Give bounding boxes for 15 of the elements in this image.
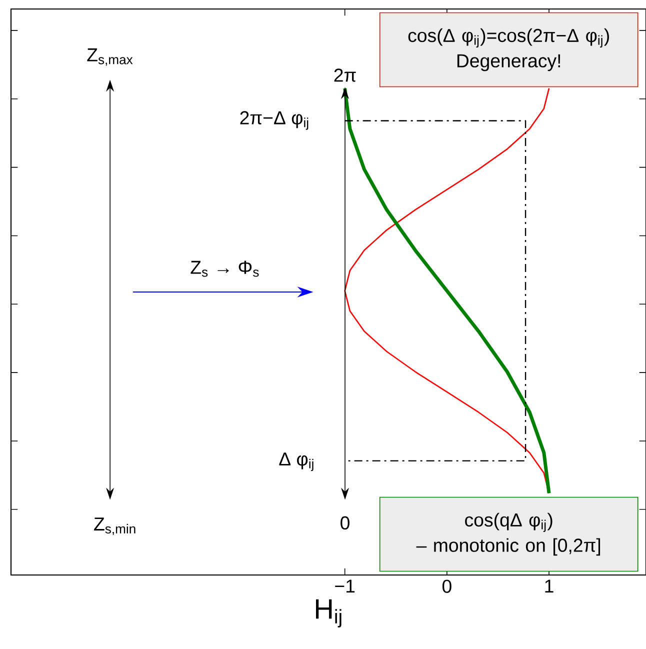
text: 0 [340,516,350,530]
x-tick-label: −1 [335,580,355,593]
x-axis-title: H$_{ij}$ [316,599,342,628]
annotation: 2π−Δ φ$_{ij}$ [240,111,308,130]
annotation: Z$_{s}$ → Φ$_{s}$ [190,260,259,277]
text: Z$_{s,min}$ [94,518,136,536]
x-tick-label: 0 [442,580,452,593]
text: cos(qΔ φ$_{ij}$) [465,512,552,532]
text: Degeneracy! [457,54,560,72]
text: cos(Δ φ$_{ij}$)=cos(2π−Δ φ$_{ij}$) [408,28,609,48]
text: Z$_{s,max}$ [87,48,133,66]
text: – monotonic on [0,2π] [416,538,600,556]
text: 2π [334,68,356,82]
x-tick-label: 1 [545,580,554,593]
annotation: Δ φ$_{ij}$ [279,452,314,472]
